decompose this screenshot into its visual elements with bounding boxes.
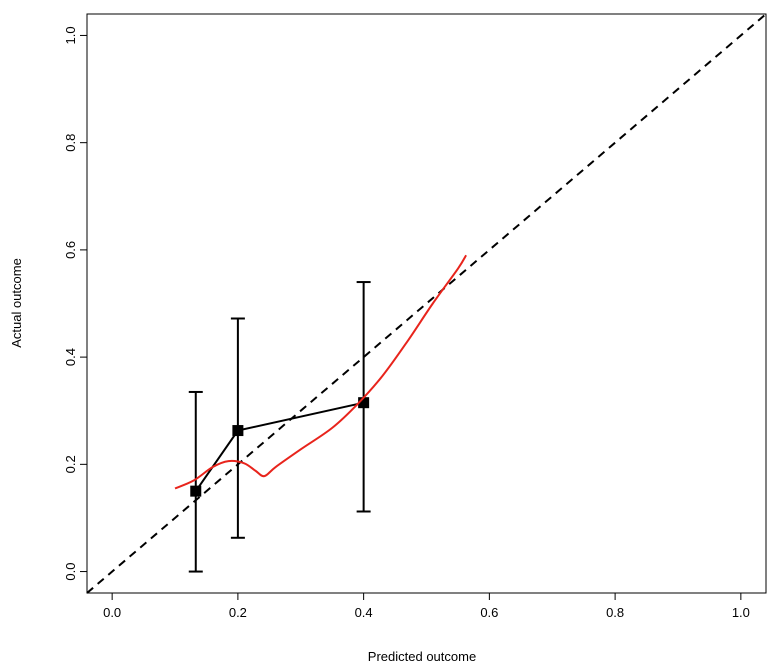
- reference-diagonal-line: [86, 13, 767, 594]
- series: [86, 13, 767, 594]
- y-tick-label: 0.0: [63, 563, 78, 581]
- y-tick-label: 0.6: [63, 241, 78, 259]
- x-tick-label: 0.0: [103, 605, 121, 620]
- smoothed-calibration-curve: [174, 254, 467, 490]
- data-point: [232, 425, 244, 437]
- y-tick-label: 1.0: [63, 26, 78, 44]
- plot-frame: [86, 13, 767, 594]
- y-tick-label: 0.4: [63, 348, 78, 366]
- x-tick-label: 0.4: [355, 605, 373, 620]
- x-axis-title: Predicted outcome: [368, 649, 476, 664]
- group-line: [194, 401, 364, 492]
- x-tick-label: 0.8: [606, 605, 624, 620]
- y-tick-label: 0.8: [63, 134, 78, 152]
- axes: 0.0 0.2 0.4 0.6 0.8 1.0 0.0 0.2 0.4 0.6 0.8 1.0: [63, 26, 750, 620]
- data-point: [358, 397, 370, 409]
- data-point: [190, 485, 202, 497]
- x-tick-label: 0.2: [229, 605, 247, 620]
- x-tick-label: 0.6: [480, 605, 498, 620]
- y-axis-title: Actual outcome: [9, 258, 24, 348]
- x-tick-label: 1.0: [732, 605, 750, 620]
- y-tick-label: 0.2: [63, 455, 78, 473]
